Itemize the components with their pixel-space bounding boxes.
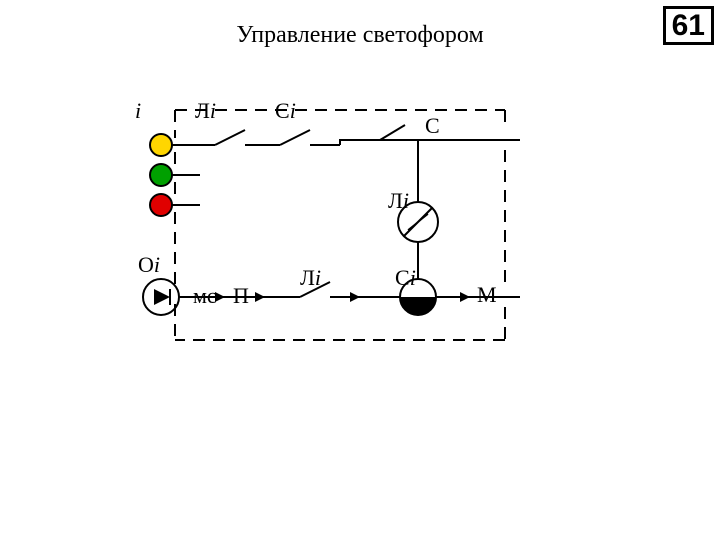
light-green xyxy=(150,164,172,186)
contact-li-top xyxy=(215,130,245,145)
label-ci-top: Сi xyxy=(275,98,296,123)
diagram-svg: i Лi Сi C Лi Оi мс П Лi Сi М xyxy=(0,0,720,540)
label-c: C xyxy=(425,113,440,138)
contact-ci-top xyxy=(280,130,310,145)
light-red xyxy=(150,194,172,216)
label-li-top: Лi xyxy=(195,98,216,123)
label-ci-bot: Сi xyxy=(395,265,416,290)
label-i: i xyxy=(135,98,141,123)
light-yellow xyxy=(150,134,172,156)
label-ms: мс xyxy=(193,283,217,308)
labels: i Лi Сi C Лi Оi мс П Лi Сi М xyxy=(135,98,497,308)
signal-lights xyxy=(150,134,200,216)
arrow-p xyxy=(255,292,265,302)
arrow-m xyxy=(460,292,470,302)
label-li-circle: Лi xyxy=(388,188,409,213)
label-oi: Оi xyxy=(138,252,160,277)
label-p: П xyxy=(233,283,249,308)
label-li-bot: Лi xyxy=(300,265,321,290)
label-m: М xyxy=(477,282,497,307)
